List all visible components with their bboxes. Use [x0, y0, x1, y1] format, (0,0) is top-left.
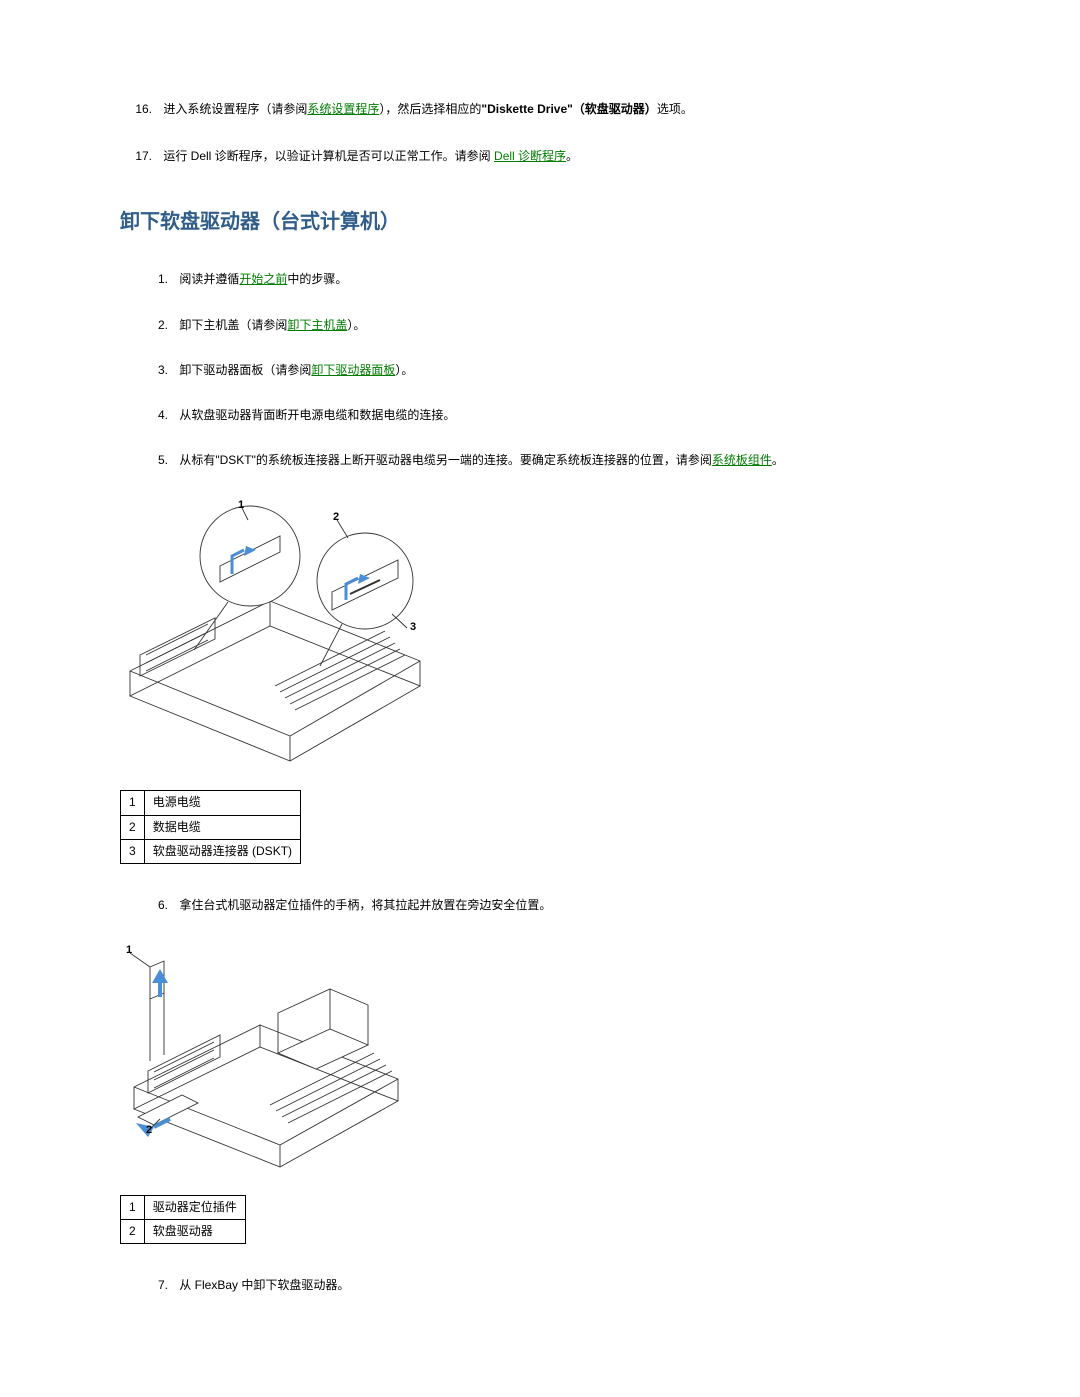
step-text: 阅读并遵循开始之前中的步骤。	[179, 272, 347, 286]
callout-num-1: 1	[126, 944, 132, 956]
table-cell-num: 3	[121, 839, 145, 863]
ordered-steps: 1. 阅读并遵循开始之前中的步骤。 2. 卸下主机盖（请参阅卸下主机盖）。 3.…	[136, 270, 960, 470]
table-row: 2 软盘驱动器	[121, 1220, 246, 1244]
step-text: 拿住台式机驱动器定位插件的手柄，将其拉起并放置在旁边安全位置。	[179, 898, 551, 912]
step-text: 进入系统设置程序（请参阅系统设置程序），然后选择相应的"Diskette Dri…	[163, 102, 692, 116]
text-post: 。	[566, 149, 578, 163]
step-1: 1. 阅读并遵循开始之前中的步骤。	[146, 270, 960, 289]
text-post: ）。	[347, 318, 365, 332]
section-title: 卸下软盘驱动器（台式计算机）	[120, 206, 960, 238]
text-pre: 卸下驱动器面板（请参阅	[179, 363, 311, 377]
callout-num-1: 1	[238, 499, 244, 511]
step-4: 4. 从软盘驱动器背面断开电源电缆和数据电缆的连接。	[146, 406, 960, 425]
table-cell-num: 2	[121, 815, 145, 839]
callout-num-2: 2	[146, 1124, 152, 1136]
step-number: 5.	[146, 451, 168, 470]
diagram-remove-insert: 1 2	[120, 941, 960, 1181]
step-16: 16. 进入系统设置程序（请参阅系统设置程序），然后选择相应的"Diskette…	[130, 100, 960, 119]
table-row: 2 数据电缆	[121, 815, 301, 839]
step-text: 卸下主机盖（请参阅卸下主机盖）。	[179, 318, 365, 332]
link-sysboard-components[interactable]: 系统板组件	[712, 453, 772, 467]
text-post: 选项。	[657, 102, 693, 116]
step-number: 2.	[146, 316, 168, 335]
step-17: 17. 运行 Dell 诊断程序，以验证计算机是否可以正常工作。请参阅 Dell…	[130, 147, 960, 166]
step-text: 卸下驱动器面板（请参阅卸下驱动器面板）。	[179, 363, 413, 377]
text-pre: 卸下主机盖（请参阅	[179, 318, 287, 332]
step-number: 17.	[130, 147, 152, 166]
table-cell-label: 驱动器定位插件	[144, 1196, 245, 1220]
step-6: 6. 拿住台式机驱动器定位插件的手柄，将其拉起并放置在旁边安全位置。	[146, 896, 960, 915]
table-cell-num: 1	[121, 1196, 145, 1220]
table-row: 1 驱动器定位插件	[121, 1196, 246, 1220]
step-text: 从 FlexBay 中卸下软盘驱动器。	[179, 1278, 349, 1292]
text-pre: 进入系统设置程序（请参阅	[163, 102, 307, 116]
ordered-steps-cont2: 7. 从 FlexBay 中卸下软盘驱动器。	[136, 1276, 960, 1295]
ordered-steps-cont: 6. 拿住台式机驱动器定位插件的手柄，将其拉起并放置在旁边安全位置。	[136, 896, 960, 915]
table-cell-label: 电源电缆	[144, 791, 300, 815]
link-dell-diag[interactable]: Dell 诊断程序	[494, 149, 566, 163]
text-pre: 从标有"DSKT"的系统板连接器上断开驱动器电缆另一端的连接。要确定系统板连接器…	[179, 453, 712, 467]
text-bold: "Diskette Drive"（软盘驱动器）	[481, 102, 656, 116]
step-number: 4.	[146, 406, 168, 425]
link-remove-cover[interactable]: 卸下主机盖	[287, 318, 347, 332]
text-post: 。	[772, 453, 784, 467]
table-cell-label: 软盘驱动器	[144, 1220, 245, 1244]
text-pre: 运行 Dell 诊断程序，以验证计算机是否可以正常工作。请参阅	[163, 149, 494, 163]
step-text: 从软盘驱动器背面断开电源电缆和数据电缆的连接。	[179, 408, 455, 422]
step-2: 2. 卸下主机盖（请参阅卸下主机盖）。	[146, 316, 960, 335]
link-system-setup[interactable]: 系统设置程序	[307, 102, 379, 116]
callout-table-2: 1 驱动器定位插件 2 软盘驱动器	[120, 1195, 246, 1244]
diagram-remove-cables: 1 2 3	[120, 496, 960, 776]
link-remove-drive-panel[interactable]: 卸下驱动器面板	[311, 363, 395, 377]
text-pre: 阅读并遵循	[179, 272, 239, 286]
table-cell-label: 数据电缆	[144, 815, 300, 839]
text-post: ）。	[395, 363, 413, 377]
callout-num-2: 2	[333, 511, 339, 523]
step-5: 5. 从标有"DSKT"的系统板连接器上断开驱动器电缆另一端的连接。要确定系统板…	[146, 451, 960, 470]
step-number: 7.	[146, 1276, 168, 1295]
step-number: 3.	[146, 361, 168, 380]
step-3: 3. 卸下驱动器面板（请参阅卸下驱动器面板）。	[146, 361, 960, 380]
step-number: 1.	[146, 270, 168, 289]
table-row: 3 软盘驱动器连接器 (DSKT)	[121, 839, 301, 863]
table-row: 1 电源电缆	[121, 791, 301, 815]
link-before-begin[interactable]: 开始之前	[239, 272, 287, 286]
step-text: 从标有"DSKT"的系统板连接器上断开驱动器电缆另一端的连接。要确定系统板连接器…	[179, 453, 784, 467]
step-number: 6.	[146, 896, 168, 915]
step-7: 7. 从 FlexBay 中卸下软盘驱动器。	[146, 1276, 960, 1295]
table-cell-label: 软盘驱动器连接器 (DSKT)	[144, 839, 300, 863]
step-number: 16.	[130, 100, 152, 119]
text-post: 中的步骤。	[287, 272, 347, 286]
table-cell-num: 1	[121, 791, 145, 815]
step-text: 运行 Dell 诊断程序，以验证计算机是否可以正常工作。请参阅 Dell 诊断程…	[163, 149, 578, 163]
table-cell-num: 2	[121, 1220, 145, 1244]
callout-table-1: 1 电源电缆 2 数据电缆 3 软盘驱动器连接器 (DSKT)	[120, 790, 301, 864]
text-mid: ），然后选择相应的	[379, 102, 481, 116]
callout-num-3: 3	[410, 621, 416, 633]
